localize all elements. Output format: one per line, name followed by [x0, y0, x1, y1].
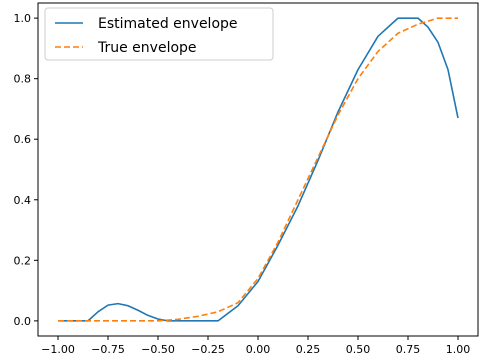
x-tick-label: −0.25: [191, 343, 225, 356]
x-tick-label: 0.25: [296, 343, 321, 356]
x-tick-label: 0.00: [246, 343, 271, 356]
y-axis: 0.0 0.2 0.4 0.6 0.8 1.0: [14, 12, 38, 328]
y-tick-label: 1.0: [14, 12, 32, 25]
x-tick-label: −0.50: [141, 343, 175, 356]
y-tick-label: 0.2: [14, 254, 32, 267]
legend-box: [44, 7, 274, 61]
x-tick-label: 1.00: [446, 343, 471, 356]
series-line-1: [58, 17, 458, 322]
x-tick-label: −1.00: [41, 343, 75, 356]
y-tick-label: 0.0: [14, 315, 32, 328]
legend: Estimated envelope True envelope: [44, 7, 274, 61]
y-tick-label: 0.6: [14, 133, 32, 146]
y-tick-label: 0.8: [14, 73, 32, 86]
x-axis: −1.00 −0.75 −0.50 −0.25 0.00 0.25 0.50 0.75 1.00: [41, 336, 470, 356]
x-tick-label: 0.75: [396, 343, 421, 356]
x-tick-label: 0.50: [346, 343, 371, 356]
series-line-0: [58, 17, 459, 322]
legend-label-true: True envelope: [97, 40, 197, 56]
legend-label-estimated: Estimated envelope: [98, 16, 238, 32]
series-layer: [58, 17, 459, 322]
y-tick-label: 0.4: [14, 194, 32, 207]
x-tick-label: −0.75: [91, 343, 125, 356]
